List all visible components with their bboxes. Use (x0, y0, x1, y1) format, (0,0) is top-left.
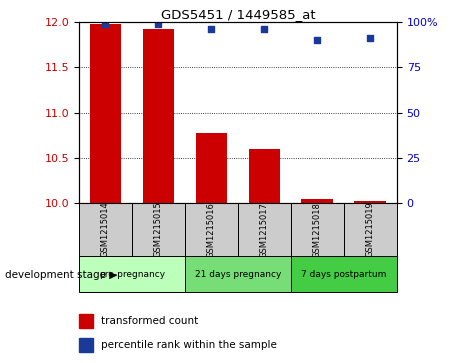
Point (155, 21, 162, 26)
Bar (354, 201, 387, 203)
Bar (344, 203, 397, 256)
Bar (132, 203, 185, 256)
Text: GSM1215014: GSM1215014 (101, 202, 110, 257)
Bar (143, 29, 175, 203)
Text: GSM1215018: GSM1215018 (313, 202, 322, 257)
Bar (302, 199, 333, 203)
Text: GSM1215015: GSM1215015 (154, 202, 163, 257)
Point (102, 21, 109, 26)
Point (261, 26, 268, 32)
Bar (291, 203, 344, 256)
Bar (185, 203, 238, 256)
Bar (291, 256, 397, 292)
Bar (238, 203, 291, 256)
Bar (79, 203, 132, 256)
Text: pre-pregnancy: pre-pregnancy (99, 270, 165, 278)
Point (367, 35, 374, 41)
Text: GSM1215019: GSM1215019 (366, 202, 375, 257)
Bar (89, 24, 121, 203)
Bar (79, 338, 93, 352)
Bar (196, 134, 227, 203)
Text: 21 days pregnancy: 21 days pregnancy (195, 270, 281, 278)
Text: GSM1215017: GSM1215017 (260, 202, 269, 257)
Text: percentile rank within the sample: percentile rank within the sample (101, 340, 277, 350)
Text: development stage ▶: development stage ▶ (5, 270, 117, 280)
Title: GDS5451 / 1449585_at: GDS5451 / 1449585_at (161, 8, 315, 21)
Bar (185, 256, 291, 292)
Bar (79, 314, 93, 328)
Text: transformed count: transformed count (101, 316, 198, 326)
Bar (79, 256, 185, 292)
Text: 7 days postpartum: 7 days postpartum (301, 270, 387, 278)
Point (314, 37, 321, 43)
Point (208, 26, 215, 32)
Text: GSM1215016: GSM1215016 (207, 202, 216, 257)
Bar (249, 149, 281, 203)
